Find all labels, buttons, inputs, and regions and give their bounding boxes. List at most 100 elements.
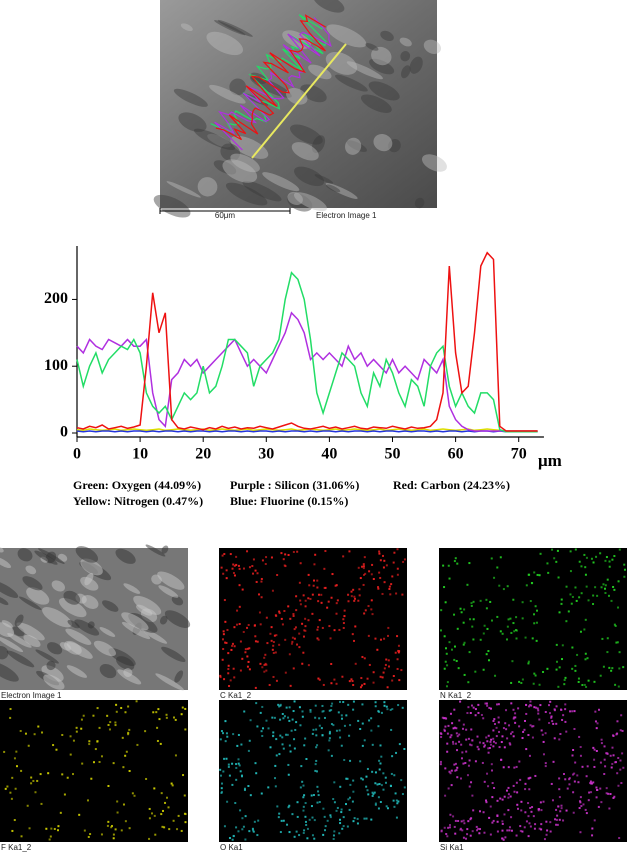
map-dot [538,718,541,721]
map-dot [362,563,365,566]
map-dot [219,676,222,679]
map-dot [19,729,22,732]
map-dot [546,829,549,832]
sem-texture [74,619,100,636]
map-dot [466,833,469,836]
map-dot [558,738,561,741]
map-dot [450,734,453,737]
map-dot [272,675,275,678]
map-dot [173,716,176,719]
map-dot [232,563,235,566]
map-dot [585,775,588,778]
map-dot [593,680,596,683]
map-dot [383,704,386,707]
map-dot [269,632,272,635]
map-dot [292,550,295,553]
map-dot [354,597,357,600]
map-dot [445,652,448,655]
map-dot [359,728,362,731]
sem-texture [35,649,59,664]
map-dot [447,724,450,727]
sem-texture [230,135,269,159]
map-dot [512,735,515,738]
map-dot [465,837,468,840]
map-dot [527,573,530,576]
map-dot [112,837,115,840]
map-dot [508,742,511,745]
map-dot [315,770,318,773]
map-dot [611,746,614,749]
map-dot [487,734,490,737]
map-dot [465,728,468,731]
map-dot [471,830,474,833]
map-dot [542,670,545,673]
map-dot [485,653,488,656]
sem-texture [325,183,358,199]
sem-texture [294,166,325,187]
map-dot [579,831,582,834]
map-dot [166,796,169,799]
map-dot [607,792,610,795]
map-dot [501,798,504,801]
map-dot [511,660,514,663]
map-dot [520,800,523,803]
map-dot [379,576,382,579]
map-dot [336,599,339,602]
map-dot [496,615,499,618]
map-dot [317,600,320,603]
map-dot [37,725,40,728]
map-dot [512,708,515,711]
map-dot [314,716,317,719]
map-dot [63,793,66,796]
map-dot [372,671,375,674]
map-dot [32,779,35,782]
map-dot [222,770,225,773]
sem-texture [207,133,231,148]
map-dot [303,629,306,632]
map-dot [293,700,296,703]
map-dot [235,555,238,558]
map-dot [259,711,262,714]
map-dot [615,733,618,736]
map-dot [574,761,577,764]
map-dot [350,678,353,681]
map-dot [255,772,258,775]
map-dot [330,596,333,599]
map-dot [531,806,534,809]
map-dot [342,555,345,558]
map-dot [510,631,513,634]
map-dot [387,659,390,662]
map-dot [228,774,231,777]
map-dot [535,639,538,642]
map-dot [385,705,388,708]
map-dot [610,669,613,672]
map-dot [587,799,590,802]
map-dot [259,623,262,626]
map-dot [564,676,567,679]
y-tick-label: 0 [60,424,68,441]
sem-texture [145,544,166,557]
map-dot [485,799,488,802]
map-dot [445,833,448,836]
map-dot [462,723,465,726]
map-dot [274,614,277,617]
map-dot [279,718,282,721]
map-dot [379,801,382,804]
map-dot [388,585,391,588]
map-dot [600,742,603,745]
map-dot [527,660,530,663]
map-dot [564,703,567,706]
map-dot [222,572,225,575]
sem-texture [99,663,117,679]
map-dot [180,829,183,832]
map-dot [301,715,304,718]
map-dot [174,718,177,721]
map-dot [366,789,369,792]
map-dot [540,729,543,732]
map-dot [351,680,354,683]
map-dot [591,827,594,830]
map-dot [172,819,175,822]
map-dot [223,678,226,681]
map-dot [447,787,450,790]
map-dot [400,779,403,782]
